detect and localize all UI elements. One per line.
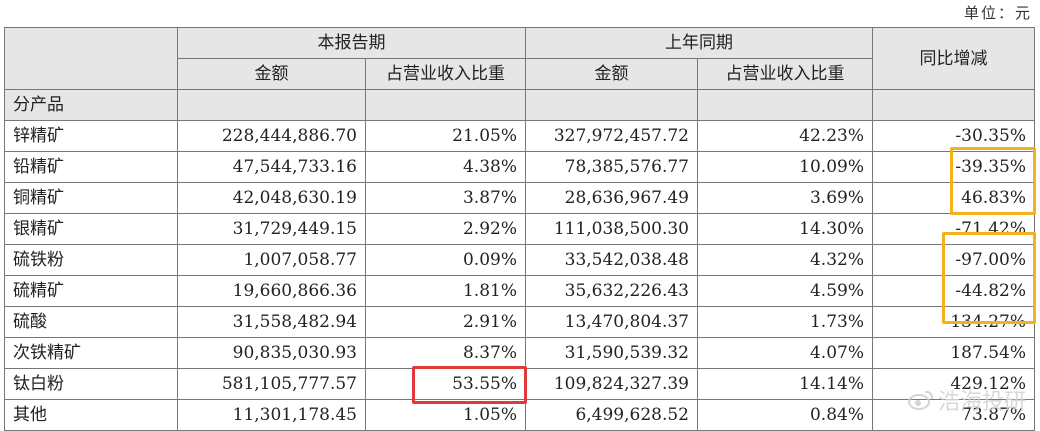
table-row: 硫酸 31,558,482.94 2.91% 13,470,804.37 1.73% 13… (4, 306, 1035, 338)
weibo-icon (907, 390, 934, 410)
yoy-change: 46.83% (872, 182, 1035, 214)
prior-amount: 31,590,539.32 (525, 337, 698, 369)
current-amount: 31,558,482.94 (177, 306, 366, 338)
yoy-change: -39.35% (872, 151, 1035, 183)
revenue-table: 本报告期 上年同期 同比增减 金额 占营业收入比重 金额 占营业收入比重 分产品… (4, 27, 1035, 431)
prior-share: 14.30% (697, 213, 873, 245)
product-name: 锌精矿 (4, 120, 178, 152)
current-share: 2.92% (365, 213, 526, 245)
table-row: 硫精矿 19,660,866.36 1.81% 35,632,226.43 4.59% -… (4, 275, 1035, 307)
yoy-change: 429.12% (872, 368, 1035, 400)
yoy-change: -44.82% (872, 275, 1035, 307)
header-prior-period: 上年同期 (525, 27, 873, 59)
watermark-text: 浩海投研 (937, 390, 1026, 415)
section-label: 分产品 (4, 89, 178, 121)
table-row: 铜精矿 42,048,630.19 3.87% 28,636,967.49 3.69% 4… (4, 182, 1035, 214)
current-share: 1.81% (365, 275, 526, 307)
header-cur-amount: 金额 (177, 58, 366, 90)
table-row: 铅精矿 47,544,733.16 4.38% 78,385,576.77 10.09%… (4, 151, 1035, 183)
section-row: 分产品 (4, 89, 1035, 121)
current-amount: 581,105,777.57 (177, 368, 366, 400)
table-row: 硫铁粉 1,007,058.77 0.09% 33,542,038.48 4.32% -9… (4, 244, 1035, 276)
prior-share: 4.32% (697, 244, 873, 276)
current-share: 53.55% (365, 368, 526, 400)
header-prev-amount: 金额 (525, 58, 698, 90)
prior-share: 4.07% (697, 337, 873, 369)
unit-label: 单位：元 (963, 4, 1032, 22)
prior-share: 0.84% (697, 399, 873, 431)
table-row: 其他 11,301,178.45 1.05% 6,499,628.52 0.84% 73.… (4, 399, 1035, 431)
current-amount: 19,660,866.36 (177, 275, 366, 307)
table-row: 银精矿 31,729,449.15 2.92% 111,038,500.30 14.30… (4, 213, 1035, 245)
current-share: 3.87% (365, 182, 526, 214)
header-current-period: 本报告期 (177, 27, 526, 59)
prior-amount: 13,470,804.37 (525, 306, 698, 338)
product-name: 其他 (4, 399, 178, 431)
current-amount: 90,835,030.93 (177, 337, 366, 369)
current-share: 2.91% (365, 306, 526, 338)
prior-share: 4.59% (697, 275, 873, 307)
yoy-change: -97.00% (872, 244, 1035, 276)
current-amount: 31,729,449.15 (177, 213, 366, 245)
product-name: 硫精矿 (4, 275, 178, 307)
prior-amount: 78,385,576.77 (525, 151, 698, 183)
table-row: 钛白粉 581,105,777.57 53.55% 109,824,327.39 14.… (4, 368, 1035, 400)
current-share: 0.09% (365, 244, 526, 276)
yoy-change: 134.27% (872, 306, 1035, 338)
product-name: 银精矿 (4, 213, 178, 245)
prior-amount: 111,038,500.30 (525, 213, 698, 245)
header-yoy-change: 同比增减 (872, 27, 1035, 90)
yoy-change: -71.42% (872, 213, 1035, 245)
product-name: 硫铁粉 (4, 244, 178, 276)
current-amount: 228,444,886.70 (177, 120, 366, 152)
product-name: 硫酸 (4, 306, 178, 338)
table-row: 锌精矿 228,444,886.70 21.05% 327,972,457.72 42.… (4, 120, 1035, 152)
current-amount: 42,048,630.19 (177, 182, 366, 214)
prior-share: 3.69% (697, 182, 873, 214)
prior-amount: 35,632,226.43 (525, 275, 698, 307)
header-row-top: 本报告期 上年同期 同比增减 (4, 27, 1035, 90)
current-amount: 47,544,733.16 (177, 151, 366, 183)
prior-amount: 28,636,967.49 (525, 182, 698, 214)
yoy-change: -30.35% (872, 120, 1035, 152)
current-share: 21.05% (365, 120, 526, 152)
prior-share: 1.73% (697, 306, 873, 338)
current-amount: 1,007,058.77 (177, 244, 366, 276)
prior-share: 10.09% (697, 151, 873, 183)
prior-amount: 6,499,628.52 (525, 399, 698, 431)
product-name: 铅精矿 (4, 151, 178, 183)
prior-amount: 109,824,327.39 (525, 368, 698, 400)
header-cur-share: 占营业收入比重 (365, 58, 526, 90)
header-prev-share: 占营业收入比重 (697, 58, 873, 90)
product-name: 次铁精矿 (4, 337, 178, 369)
table-row: 次铁精矿 90,835,030.93 8.37% 31,590,539.32 4.07%… (4, 337, 1035, 369)
prior-amount: 327,972,457.72 (525, 120, 698, 152)
prior-share: 42.23% (697, 120, 873, 152)
product-name: 钛白粉 (4, 368, 178, 400)
corner-cell (4, 27, 178, 90)
prior-share: 14.14% (697, 368, 873, 400)
current-share: 4.38% (365, 151, 526, 183)
header-row-sub: 金额 占营业收入比重 金额 占营业收入比重 (5, 58, 1035, 90)
watermark: 浩海投研 (907, 384, 1026, 416)
yoy-change: 187.54% (872, 337, 1035, 369)
current-share: 1.05% (365, 399, 526, 431)
current-amount: 11,301,178.45 (177, 399, 366, 431)
prior-amount: 33,542,038.48 (525, 244, 698, 276)
product-name: 铜精矿 (4, 182, 178, 214)
current-share: 8.37% (365, 337, 526, 369)
